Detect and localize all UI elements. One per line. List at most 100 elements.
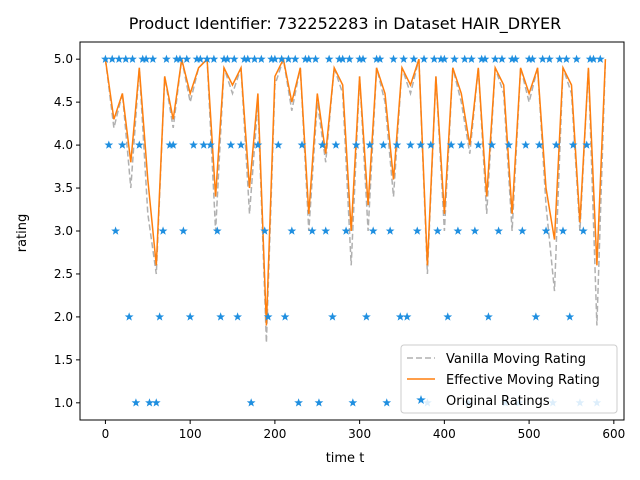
rating-point [209, 54, 219, 63]
rating-point [585, 54, 595, 63]
rating-point [233, 312, 242, 321]
rating-point [229, 54, 239, 63]
rating-point [595, 54, 605, 63]
legend-label: Vanilla Moving Rating [446, 352, 586, 367]
y-tick-label: 4.0 [54, 138, 73, 152]
rating-point [246, 398, 256, 407]
rating-point [406, 140, 415, 149]
rating-point [473, 140, 483, 149]
rating-point [562, 54, 571, 63]
rating-point [385, 226, 395, 235]
rating-point [294, 398, 303, 407]
rating-point [528, 54, 537, 63]
rating-point [362, 312, 371, 321]
rating-point [484, 312, 493, 321]
x-tick-label: 500 [518, 427, 541, 441]
rating-point [277, 54, 287, 63]
rating-point [199, 140, 209, 149]
rating-point [551, 140, 561, 149]
rating-point [307, 226, 317, 235]
rating-point [341, 226, 351, 235]
rating-point [395, 312, 405, 321]
rating-point [358, 54, 368, 63]
y-tick-label: 4.5 [54, 95, 73, 109]
rating-point [338, 54, 348, 63]
rating-point [578, 226, 588, 235]
rating-point [138, 54, 148, 63]
rating-point [311, 54, 320, 63]
rating-point [534, 140, 544, 149]
x-tick-label: 400 [433, 427, 456, 441]
chart-title: Product Identifier: 732252283 in Dataset… [129, 14, 561, 34]
rating-point [348, 398, 358, 407]
x-tick-label: 200 [263, 427, 286, 441]
rating-point [107, 54, 117, 63]
legend-star-marker [416, 395, 426, 405]
rating-point [131, 398, 141, 407]
rating-point [192, 54, 202, 63]
x-tick-label: 300 [348, 427, 371, 441]
rating-point [141, 54, 151, 63]
rating-point [202, 54, 212, 63]
rating-point [365, 140, 375, 149]
rating-point [382, 398, 392, 407]
rating-point [284, 54, 293, 63]
rating-point [117, 140, 127, 149]
rating-point [104, 140, 114, 149]
rating-point [392, 140, 402, 149]
rating-point [378, 140, 388, 149]
rating-point [555, 54, 564, 63]
rating-point [436, 54, 446, 63]
rating-point [168, 140, 178, 149]
rating-point [429, 54, 439, 63]
rating-point [256, 54, 266, 63]
rating-point [148, 54, 158, 63]
rating-point [402, 312, 412, 321]
rating-point [504, 140, 514, 149]
rating-point [477, 54, 487, 63]
rating-point [409, 54, 419, 63]
rating-point [497, 54, 507, 63]
rating-point [253, 140, 263, 149]
rating-point [317, 140, 327, 149]
rating-point [314, 398, 324, 407]
rating-point [151, 398, 161, 407]
rating-point [582, 140, 592, 149]
rating-point [111, 226, 120, 235]
effective-moving-line [104, 56, 607, 326]
rating-point [280, 312, 290, 321]
rating-point [460, 54, 470, 63]
rating-point [287, 226, 297, 235]
rating-point [450, 54, 459, 63]
rating-point [433, 226, 442, 235]
rating-point [331, 140, 341, 149]
rating-point [490, 54, 500, 63]
rating-point [185, 312, 195, 321]
rating-point [270, 54, 280, 63]
rating-point [128, 54, 137, 63]
rating-point [389, 54, 398, 63]
rating-point [426, 140, 436, 149]
rating-point [372, 54, 381, 63]
rating-point [297, 140, 307, 149]
rating-point [565, 312, 575, 321]
y-tick-label: 3.0 [54, 224, 73, 238]
rating-point [524, 54, 534, 63]
rating-point [243, 54, 253, 63]
rating-point [541, 226, 551, 235]
rating-point [155, 312, 165, 321]
rating-point [456, 140, 466, 149]
rating-point [324, 54, 334, 63]
rating-point [470, 226, 480, 235]
rating-point [375, 54, 385, 63]
rating-point [589, 54, 598, 63]
rating-point [273, 140, 283, 149]
rating-point [179, 226, 188, 235]
legend: Vanilla Moving Rating Effective Moving Ra… [400, 344, 618, 414]
rating-point [399, 54, 409, 63]
rating-point [507, 54, 517, 63]
rating-point [517, 226, 527, 235]
rating-point [558, 226, 568, 235]
y-tick-label: 3.5 [54, 181, 73, 195]
